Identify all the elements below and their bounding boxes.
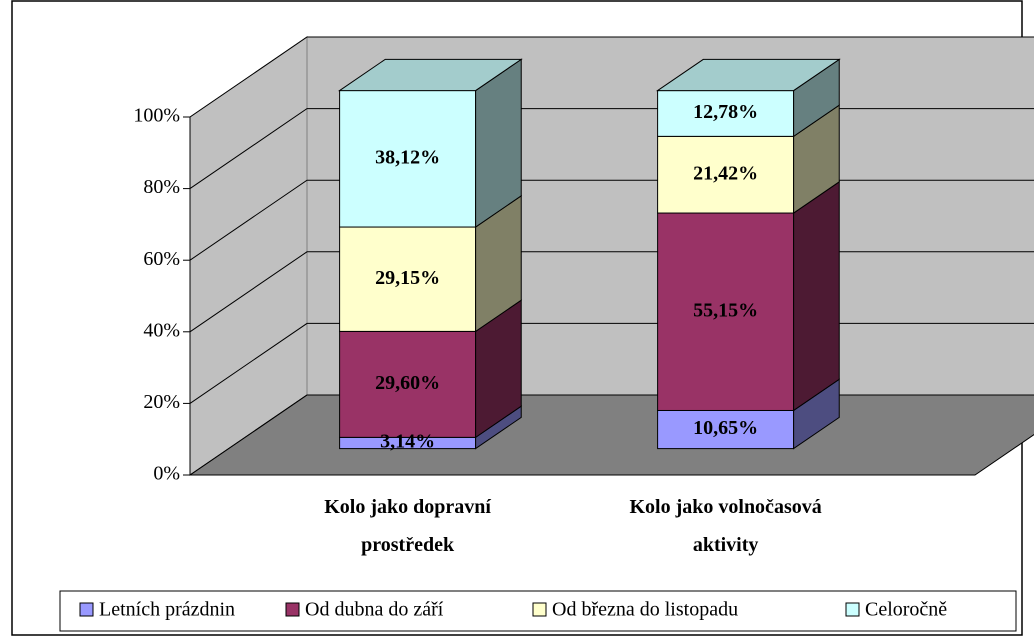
y-tick-label: 20% — [143, 391, 180, 413]
y-tick-label: 60% — [143, 248, 180, 270]
legend-swatch — [532, 602, 547, 617]
data-label: 55,15% — [693, 299, 758, 321]
y-tick-label: 100% — [133, 105, 180, 127]
legend-label: Celoročně — [865, 599, 947, 621]
data-label: 10,65% — [693, 417, 758, 439]
bar-segment — [339, 90, 477, 228]
legend-swatch — [845, 602, 860, 617]
bar-side — [793, 180, 840, 412]
x-tick-label: Kolo jako dopravní prostředek — [324, 496, 491, 556]
bar-segment — [657, 135, 795, 214]
bar-top — [655, 58, 841, 92]
y-tick-label: 0% — [153, 463, 180, 485]
legend-label: Od dubna do září — [305, 599, 444, 621]
data-label: 21,42% — [693, 162, 758, 184]
x-tick-label: Kolo jako volnočasová aktivity — [629, 496, 822, 556]
data-label: 12,78% — [693, 101, 758, 123]
data-label: 3,14% — [380, 431, 435, 453]
bar-segment — [657, 212, 795, 411]
bar-segment — [339, 330, 477, 438]
legend-swatch — [285, 602, 300, 617]
bar-segment — [657, 409, 795, 450]
legend-label: Od března do listopadu — [552, 599, 738, 621]
floor — [188, 394, 1034, 476]
data-label: 29,60% — [375, 372, 440, 394]
bar-top — [337, 58, 523, 92]
bar-segment — [339, 226, 477, 332]
data-label: 38,12% — [375, 146, 440, 168]
legend-label: Letních prázdnin — [99, 599, 235, 621]
y-tick-label: 40% — [143, 319, 180, 341]
data-label: 29,15% — [375, 267, 440, 289]
legend-swatch — [79, 602, 94, 617]
y-tick-label: 80% — [143, 176, 180, 198]
grid-line — [189, 36, 1034, 118]
